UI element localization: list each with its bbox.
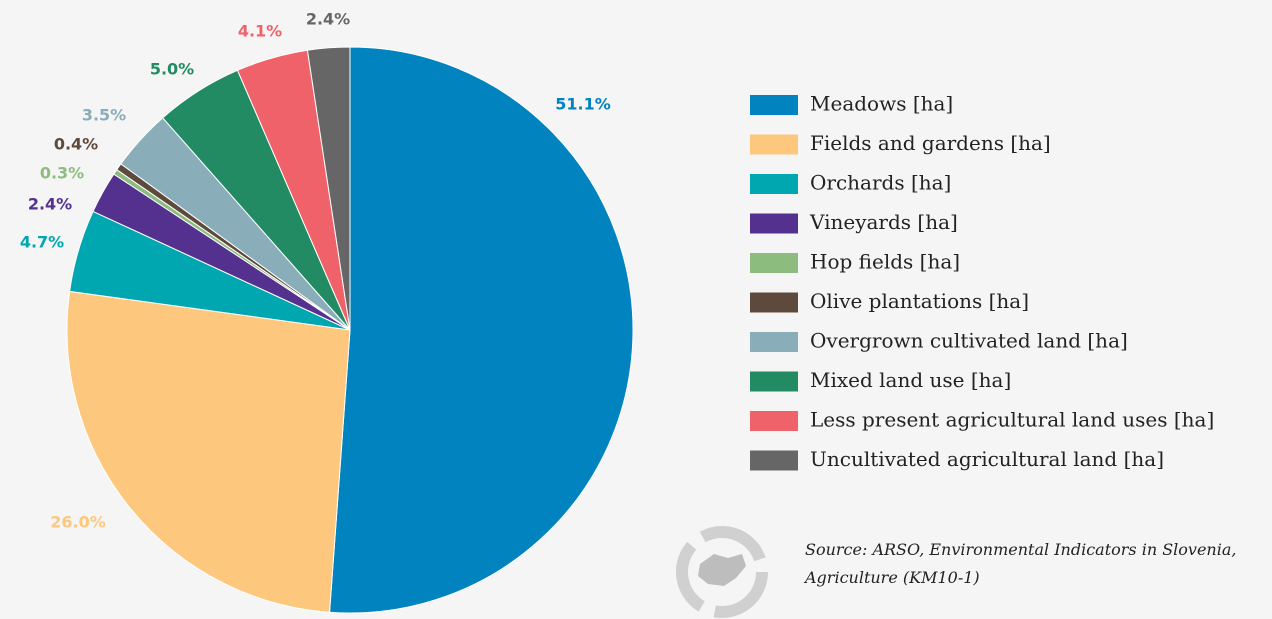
data-label: 26.0% xyxy=(50,513,106,532)
legend-label: Vineyards [ha] xyxy=(809,210,958,234)
pie-slice xyxy=(306,46,351,331)
legend-label: Overgrown cultivated land [ha] xyxy=(810,329,1128,353)
data-label: 5.0% xyxy=(150,60,194,79)
data-label: 4.7% xyxy=(20,233,64,252)
data-label: 0.4% xyxy=(54,135,98,154)
legend-label: Meadows [ha] xyxy=(810,92,953,116)
legend-label: Fields and gardens [ha] xyxy=(810,131,1051,155)
legend-label: Orchards [ha] xyxy=(810,171,951,195)
legend-label: Hop fields [ha] xyxy=(810,250,960,274)
legend-swatch xyxy=(750,332,798,352)
data-label: 2.4% xyxy=(306,10,350,29)
legend-label: Uncultivated agricultural land [ha] xyxy=(810,447,1164,471)
legend-swatch xyxy=(750,292,798,313)
legend-swatch xyxy=(750,450,798,471)
data-label: 0.3% xyxy=(40,164,84,183)
legend-swatch xyxy=(750,371,798,392)
legend-swatch xyxy=(750,213,798,234)
data-label: 51.1% xyxy=(555,95,611,114)
legend-label: Mixed land use [ha] xyxy=(810,368,1011,392)
legend-swatch xyxy=(750,253,798,273)
pie-slice xyxy=(66,290,351,613)
data-label: 2.4% xyxy=(28,195,72,214)
source-note: Source: ARSO, Environmental Indicators i… xyxy=(803,540,1236,587)
legend-label: Olive plantations [ha] xyxy=(810,289,1029,313)
legend-swatch xyxy=(750,174,798,194)
data-label: 3.5% xyxy=(82,106,126,125)
legend-swatch xyxy=(750,134,798,155)
logo-icon xyxy=(676,526,768,618)
pie-slice xyxy=(329,46,634,614)
legend-swatch xyxy=(750,411,798,431)
legend-swatch xyxy=(750,95,798,115)
legend-label: Less present agricultural land uses [ha] xyxy=(810,408,1214,432)
data-label: 4.1% xyxy=(238,22,282,41)
